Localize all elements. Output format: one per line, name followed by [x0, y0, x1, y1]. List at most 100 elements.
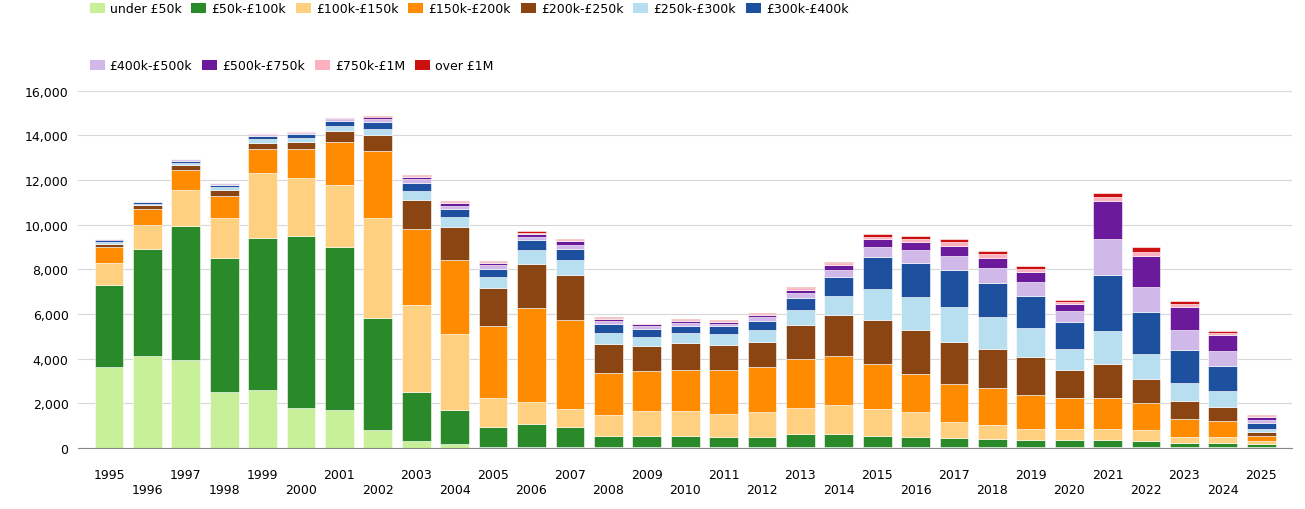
Bar [440, 203, 468, 204]
Bar [95, 240, 124, 241]
Bar [671, 323, 699, 326]
Bar [325, 410, 354, 448]
Bar [364, 152, 393, 218]
Text: 1997: 1997 [170, 468, 202, 481]
Bar [1131, 430, 1160, 441]
Bar [1171, 443, 1199, 447]
Bar [1208, 447, 1237, 448]
Bar [1246, 420, 1275, 423]
Bar [517, 234, 545, 237]
Bar [1171, 301, 1199, 304]
Bar [825, 266, 853, 270]
Bar [633, 327, 662, 329]
Bar [863, 290, 891, 320]
Bar [248, 144, 277, 150]
Bar [440, 261, 468, 334]
Bar [517, 447, 545, 448]
Bar [633, 323, 662, 324]
Bar [1017, 266, 1045, 269]
Bar [402, 392, 431, 441]
Bar [364, 120, 393, 123]
Bar [364, 218, 393, 319]
Bar [1017, 273, 1045, 282]
Bar [1054, 398, 1083, 429]
Text: 2014: 2014 [823, 484, 855, 496]
Bar [748, 367, 776, 412]
Bar [594, 447, 622, 448]
Bar [1171, 437, 1199, 443]
Bar [1171, 419, 1199, 437]
Bar [863, 235, 891, 237]
Bar [325, 119, 354, 120]
Bar [940, 271, 968, 307]
Bar [709, 327, 737, 335]
Bar [786, 298, 814, 310]
Bar [594, 317, 622, 318]
Text: 2015: 2015 [861, 468, 893, 481]
Bar [479, 277, 508, 289]
Bar [1017, 358, 1045, 395]
Bar [325, 143, 354, 185]
Bar [940, 422, 968, 438]
Bar [1246, 417, 1275, 420]
Bar [171, 227, 200, 360]
Bar [1208, 333, 1237, 335]
Text: 2000: 2000 [284, 484, 317, 496]
Bar [171, 171, 200, 191]
Bar [210, 184, 239, 185]
Bar [1054, 447, 1083, 448]
Bar [210, 259, 239, 392]
Bar [556, 409, 585, 427]
Bar [325, 120, 354, 122]
Bar [786, 288, 814, 289]
Bar [709, 335, 737, 346]
Bar [1246, 423, 1275, 429]
Bar [863, 409, 891, 436]
Bar [1171, 350, 1199, 383]
Bar [1054, 322, 1083, 349]
Bar [594, 416, 622, 436]
Bar [825, 435, 853, 447]
Bar [95, 263, 124, 286]
Bar [364, 430, 393, 448]
Bar [671, 411, 699, 436]
Bar [671, 321, 699, 323]
Bar [248, 150, 277, 174]
Bar [1208, 407, 1237, 421]
Bar [1054, 304, 1083, 312]
Bar [248, 135, 277, 136]
Bar [364, 136, 393, 152]
Bar [594, 345, 622, 373]
Bar [1094, 398, 1122, 429]
Text: 2001: 2001 [324, 468, 355, 481]
Bar [287, 143, 316, 150]
Bar [1208, 335, 1237, 351]
Bar [748, 412, 776, 437]
Bar [517, 425, 545, 447]
Bar [287, 150, 316, 179]
Bar [786, 293, 814, 298]
Bar [709, 321, 737, 322]
Text: 2008: 2008 [592, 484, 624, 496]
Text: 2025: 2025 [1245, 468, 1278, 481]
Bar [402, 192, 431, 201]
Bar [863, 436, 891, 447]
Bar [671, 436, 699, 447]
Bar [902, 412, 930, 437]
Bar [671, 370, 699, 411]
Bar [902, 330, 930, 375]
Bar [709, 437, 737, 447]
Bar [709, 414, 737, 437]
Bar [1131, 441, 1160, 447]
Bar [479, 447, 508, 448]
Bar [1094, 447, 1122, 448]
Bar [95, 247, 124, 263]
Bar [440, 410, 468, 444]
Bar [95, 242, 124, 244]
Bar [1171, 383, 1199, 401]
Text: 1998: 1998 [209, 484, 240, 496]
Bar [863, 364, 891, 409]
Bar [1131, 257, 1160, 288]
Legend: £400k-£500k, £500k-£750k, £750k-£1M, over £1M: £400k-£500k, £500k-£750k, £750k-£1M, ove… [85, 55, 499, 78]
Bar [1131, 379, 1160, 403]
